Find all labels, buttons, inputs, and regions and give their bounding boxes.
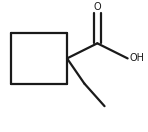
Text: OH: OH	[129, 53, 144, 63]
Text: O: O	[94, 2, 101, 12]
